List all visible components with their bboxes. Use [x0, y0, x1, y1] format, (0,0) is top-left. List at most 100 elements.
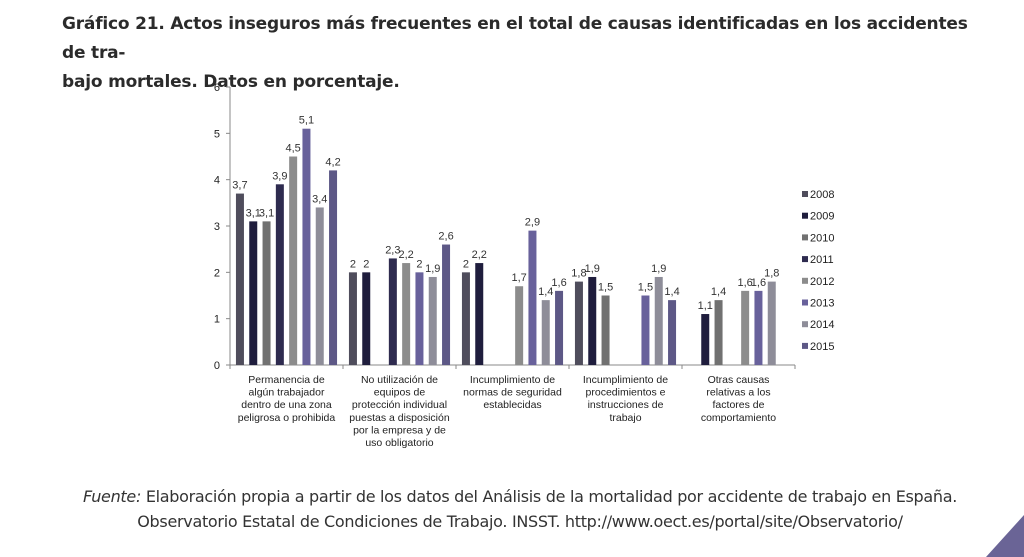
axes: 0 1 2 3 4 5 6 — [214, 82, 796, 372]
bar-2014-cat2 — [428, 276, 437, 365]
bar-2009-cat2 — [362, 272, 371, 365]
data-label: 3,1 — [246, 207, 261, 219]
data-label: 2,6 — [438, 231, 453, 243]
legend-swatch — [802, 321, 808, 328]
data-labels: 3,72 21,83,122,21,91,13,11,5 1,43,92,34,52… — [232, 115, 779, 312]
data-label: 4,2 — [325, 156, 340, 168]
data-label: 1,8 — [571, 268, 586, 280]
legend-swatch — [802, 277, 808, 284]
data-label: 1,4 — [538, 286, 553, 298]
data-label: 2 — [463, 258, 469, 270]
legend-item-2012: 2012 — [802, 276, 834, 288]
legend-item-2015: 2015 — [802, 341, 834, 353]
legend-label: 2011 — [810, 254, 834, 266]
legend-swatch — [802, 212, 808, 219]
legend-label: 2012 — [810, 276, 834, 288]
legend-item-2010: 2010 — [802, 232, 834, 244]
legend-item-2014: 2014 — [802, 319, 834, 331]
y-tick-label: 0 — [214, 360, 220, 372]
data-label: 1,1 — [698, 300, 713, 312]
legend-item-2011: 2011 — [802, 254, 834, 266]
legend-label: 2008 — [810, 189, 834, 201]
category-label-line: procedimientos e — [586, 387, 666, 399]
bar-2009-cat4 — [588, 276, 597, 365]
data-label: 3,7 — [232, 180, 247, 192]
data-label: 2,3 — [385, 244, 400, 256]
source-text: Elaboración propia a partir de los datos… — [137, 487, 958, 531]
data-label: 1,7 — [512, 272, 527, 284]
data-label: 4,5 — [286, 143, 301, 155]
data-label: 2 — [363, 258, 369, 270]
bars — [235, 128, 776, 365]
bar-2008-cat2 — [348, 272, 357, 365]
bar-2014-cat1 — [315, 207, 324, 365]
source-label: Fuente: — [82, 487, 142, 506]
chart-title-line-2: bajo mortales. Datos en porcentaje. — [62, 72, 400, 92]
legend-label: 2015 — [810, 341, 834, 353]
bar-2008-cat4 — [574, 281, 583, 365]
category-label-line: Incumplimiento de — [470, 374, 555, 386]
data-label: 1,5 — [638, 282, 653, 294]
data-label: 1,6 — [738, 277, 753, 289]
legend-label: 2010 — [810, 232, 834, 244]
data-label: 2,2 — [472, 249, 487, 261]
data-label: 3,9 — [272, 170, 287, 182]
data-label: 1,4 — [664, 286, 679, 298]
bar-2009-cat5 — [701, 314, 710, 365]
legend-label: 2013 — [810, 298, 834, 310]
legend-item-2013: 2013 — [802, 298, 834, 310]
legend-label: 2014 — [810, 319, 834, 331]
bar-2013-cat2 — [415, 272, 424, 365]
bar-2009-cat3 — [475, 263, 484, 365]
bar-2010-cat4 — [601, 295, 610, 365]
legend-swatch — [802, 234, 808, 241]
bar-2013-cat5 — [754, 290, 763, 365]
bar-2013-cat3 — [528, 230, 537, 365]
legend-swatch — [802, 191, 808, 197]
bar-2014-cat3 — [541, 300, 550, 365]
bar-2012-cat5 — [741, 290, 750, 365]
y-tick-label: 2 — [214, 267, 220, 279]
y-tick-label: 5 — [214, 128, 220, 140]
bar-2012-cat3 — [515, 286, 524, 365]
category-label-line: Incumplimiento de — [583, 374, 668, 386]
category-label-line: dentro de una zona — [241, 399, 332, 411]
legend-label: 2009 — [810, 211, 834, 223]
bar-2011-cat2 — [388, 258, 397, 365]
category-label-line: por la empresa y de — [353, 424, 446, 436]
data-label: 1,6 — [551, 277, 566, 289]
bar-2013-cat1 — [302, 128, 311, 365]
bar-2015-cat4 — [668, 300, 677, 365]
bar-2008-cat1 — [235, 193, 244, 365]
category-label-line: normas de seguridad — [463, 387, 562, 399]
category-label-line: Otras causas — [708, 374, 770, 386]
bar-2013-cat4 — [641, 295, 650, 365]
data-label: 1,9 — [425, 263, 440, 275]
chart-title: Gráfico 21. Actos inseguros más frecuent… — [62, 10, 982, 97]
category-label-line: puestas a disposición — [349, 412, 450, 424]
bar-2010-cat5 — [714, 300, 723, 365]
bar-2015-cat2 — [442, 244, 451, 365]
legend-item-2009: 2009 — [802, 211, 834, 223]
legend: 2008 2009 2010 2011 2012 2013 2014 2015 — [802, 189, 834, 353]
data-label: 1,9 — [651, 263, 666, 275]
category-label-line: comportamiento — [701, 412, 776, 424]
category-label-line: establecidas — [483, 399, 541, 411]
source-note: Fuente: Elaboración propia a partir de l… — [60, 484, 980, 534]
bar-2012-cat1 — [289, 156, 298, 365]
data-label: 2 — [350, 258, 356, 270]
bar-2015-cat3 — [555, 290, 564, 365]
data-label: 3,1 — [259, 207, 274, 219]
data-label: 5,1 — [299, 115, 314, 127]
bar-2014-cat5 — [767, 281, 776, 365]
bar-2011-cat1 — [275, 184, 284, 365]
bar-2010-cat1 — [262, 221, 271, 365]
category-label-line: uso obligatorio — [365, 437, 433, 449]
y-tick-label: 1 — [214, 314, 220, 326]
category-label-line: trabajo — [609, 412, 641, 424]
category-label: Incumplimiento de normas de seguridad esta… — [463, 374, 562, 411]
data-label: 2 — [416, 258, 422, 270]
y-tick-label: 3 — [214, 221, 220, 233]
chart-title-line-1: Gráfico 21. Actos inseguros más frecuent… — [62, 14, 968, 63]
legend-item-2008: 2008 — [802, 189, 834, 201]
